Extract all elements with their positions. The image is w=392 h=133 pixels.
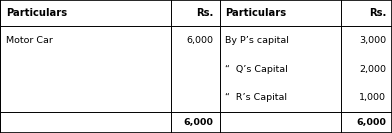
Text: 6,000: 6,000 (187, 36, 214, 45)
Text: 2,000: 2,000 (359, 65, 386, 74)
Text: 1,000: 1,000 (359, 93, 386, 103)
Text: 3,000: 3,000 (359, 36, 386, 45)
Text: 6,000: 6,000 (356, 118, 386, 127)
Text: “  Q’s Capital: “ Q’s Capital (225, 65, 288, 74)
Text: Motor Car: Motor Car (6, 36, 53, 45)
Text: Rs.: Rs. (196, 8, 214, 18)
Text: 6,000: 6,000 (184, 118, 214, 127)
Text: By P’s capital: By P’s capital (225, 36, 289, 45)
Text: Particulars: Particulars (6, 8, 67, 18)
Text: Rs.: Rs. (369, 8, 386, 18)
Text: Particulars: Particulars (225, 8, 287, 18)
Text: “  R’s Capital: “ R’s Capital (225, 93, 287, 103)
